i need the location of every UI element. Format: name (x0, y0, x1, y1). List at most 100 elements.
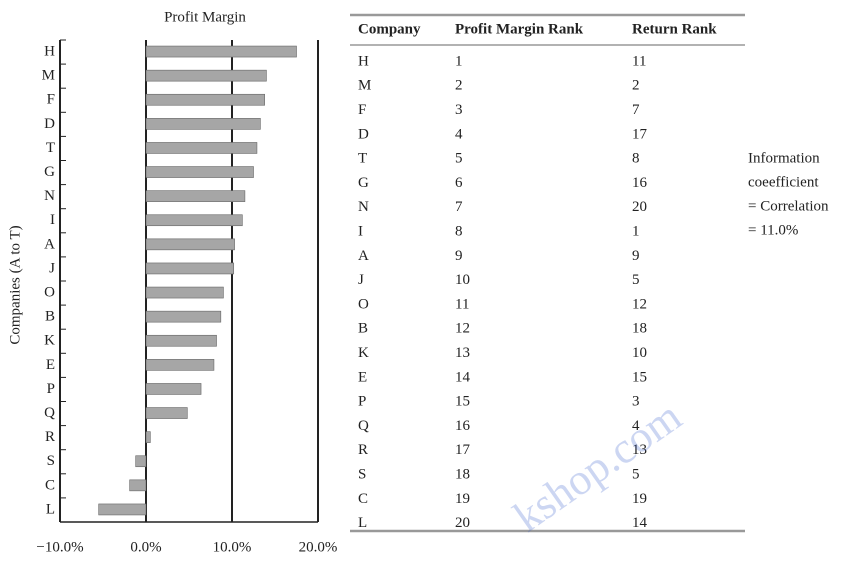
table-cell: 11 (632, 53, 646, 69)
y-tick-label: I (50, 212, 55, 228)
y-tick-label: D (44, 116, 55, 132)
x-tick-label: 10.0% (213, 539, 252, 555)
table-cell: 9 (632, 248, 640, 264)
table-cell: G (358, 175, 369, 191)
table-cell: 5 (455, 151, 463, 167)
table-cell: 19 (632, 491, 647, 507)
table-cell: 5 (632, 272, 640, 288)
table-cell: N (358, 199, 369, 215)
table-cell: R (358, 442, 368, 458)
table-cell: 6 (455, 175, 463, 191)
bar (145, 142, 258, 154)
bar (145, 190, 246, 202)
table-cell: 8 (632, 151, 640, 167)
table-cell: B (358, 321, 368, 337)
x-tick-label: 20.0% (299, 539, 338, 555)
table-cell: 8 (455, 224, 463, 240)
y-tick-label: O (44, 284, 55, 300)
table-cell: 3 (455, 102, 463, 118)
table-cell: Q (358, 418, 369, 434)
table-header: Company (358, 21, 421, 37)
table-cell: 2 (632, 78, 640, 94)
bar (145, 262, 235, 275)
table-cell: 20 (632, 199, 647, 215)
table-cell: 15 (455, 394, 470, 410)
table-cell: 3 (632, 394, 640, 410)
annotation: Information (748, 150, 820, 166)
y-tick-label: J (49, 260, 55, 276)
table-cell: 10 (632, 345, 647, 361)
y-tick-label: S (47, 453, 55, 469)
bar (145, 334, 217, 347)
table-cell: P (358, 394, 366, 410)
table-cell: 2 (455, 78, 463, 94)
table-cell: 1 (632, 224, 640, 240)
table-header: Return Rank (632, 21, 717, 37)
table-cell: 4 (632, 418, 640, 434)
table-cell: C (358, 491, 368, 507)
table-cell: 1 (455, 53, 463, 69)
table-cell: T (358, 151, 367, 167)
y-tick-label: G (44, 164, 55, 180)
bar (145, 214, 243, 227)
x-tick-label: 0.0% (130, 539, 161, 555)
annotation: coeefficient (748, 174, 819, 190)
table-cell: H (358, 53, 369, 69)
bar (145, 407, 188, 419)
bar (135, 455, 147, 468)
bar (145, 93, 265, 106)
table-cell: 14 (455, 369, 471, 385)
table-cell: I (358, 224, 363, 240)
table-cell: 19 (455, 491, 470, 507)
table-cell: 12 (455, 321, 470, 337)
annotation: = 11.0% (748, 222, 798, 238)
bar (145, 431, 151, 443)
bar (145, 383, 202, 395)
table-cell: 9 (455, 248, 463, 264)
table-cell: D (358, 126, 369, 142)
y-tick-label: Q (44, 405, 55, 421)
table-cell: 4 (455, 126, 463, 142)
bar (145, 286, 224, 299)
table-cell: 16 (632, 175, 648, 191)
table-cell: S (358, 467, 366, 483)
table-header: Profit Margin Rank (455, 21, 584, 37)
y-tick-label: N (44, 188, 55, 204)
table-cell: J (358, 272, 364, 288)
y-tick-label: R (45, 429, 55, 445)
table-cell: M (358, 78, 371, 94)
table-cell: 12 (632, 296, 647, 312)
y-tick-label: B (45, 309, 55, 325)
table-cell: 14 (632, 515, 648, 531)
bar (145, 359, 215, 371)
table-cell: L (358, 515, 367, 531)
table-cell: 17 (455, 442, 471, 458)
table-cell: 16 (455, 418, 471, 434)
table-cell: 11 (455, 296, 469, 312)
watermark: kshop.com (505, 391, 690, 541)
table-cell: 15 (632, 369, 647, 385)
y-tick-label: H (44, 43, 55, 59)
table-cell: 18 (455, 467, 470, 483)
y-tick-label: K (44, 333, 55, 349)
annotation: = Correlation (748, 198, 829, 214)
table-cell: 5 (632, 467, 640, 483)
x-tick-label: −10.0% (36, 539, 83, 555)
table-cell: 17 (632, 126, 648, 142)
y-tick-label: T (46, 140, 55, 156)
bar (145, 238, 235, 251)
bar (145, 118, 261, 130)
bar (129, 479, 147, 492)
table-cell: 10 (455, 272, 470, 288)
y-tick-label: E (46, 357, 55, 373)
y-tick-label: M (42, 68, 55, 84)
table-cell: 18 (632, 321, 647, 337)
table-cell: E (358, 369, 367, 385)
table-cell: O (358, 296, 369, 312)
table-cell: 7 (455, 199, 463, 215)
y-tick-label: A (44, 236, 55, 252)
table-cell: A (358, 248, 369, 264)
y-tick-label: F (47, 92, 55, 108)
chart-title: Profit Margin (164, 9, 246, 25)
